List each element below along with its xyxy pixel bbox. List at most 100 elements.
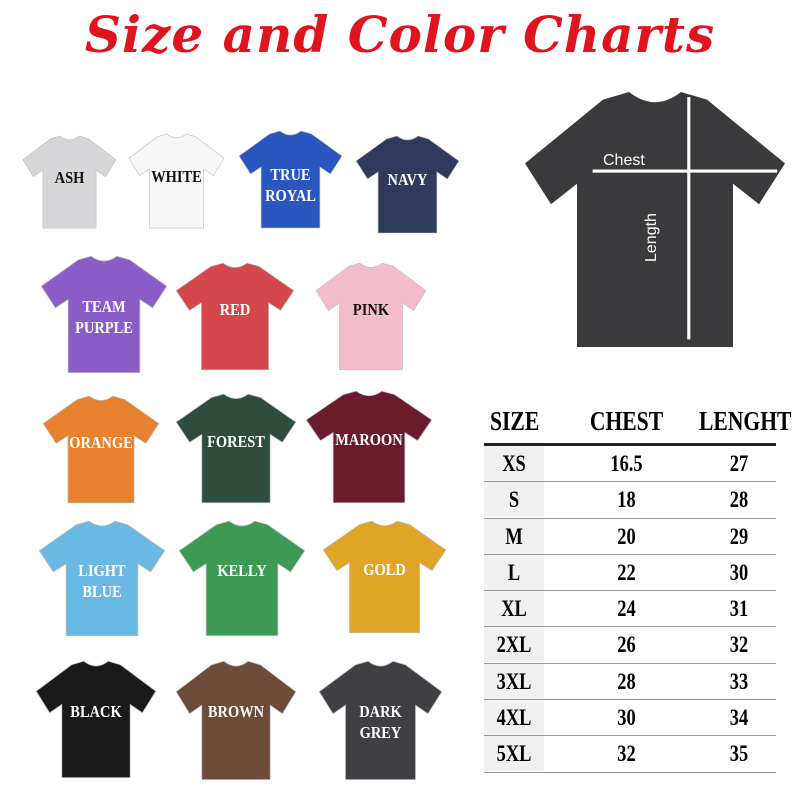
tshirt-icon (35, 660, 157, 778)
size-cell: 5XL (484, 736, 544, 772)
length-cell: 33 (729, 668, 749, 694)
color-label: TEAM PURPLE (75, 296, 133, 337)
tshirt-icon (40, 255, 168, 373)
length-cell: 35 (729, 741, 749, 767)
length-cell: 30 (729, 559, 749, 585)
length-cell: 32 (729, 632, 749, 658)
color-label: BLACK (70, 701, 122, 721)
color-swatch: WHITE (128, 133, 225, 230)
size-table-header: SIZE CHEST LENGHT (484, 400, 792, 446)
color-label: PINK (352, 300, 390, 320)
tshirt-icon (38, 520, 166, 636)
size-value: 4XL (496, 705, 532, 731)
color-swatch: FOREST (175, 393, 297, 505)
chest-cell: 20 (617, 523, 636, 549)
color-label: DARK GREY (359, 702, 402, 743)
tshirt-diagram-icon (525, 92, 785, 347)
size-table: SIZE CHEST LENGHT XS 16.5 27 S 18 28 M 20 29 L 22 3… (484, 400, 792, 773)
color-swatch: DARK GREY (318, 660, 443, 782)
color-swatch: RED (175, 262, 295, 372)
size-cell: XL (484, 591, 544, 627)
header-length: LENGHT (699, 406, 792, 436)
size-cell: 4XL (484, 700, 544, 736)
length-cell: 29 (729, 523, 749, 549)
color-label: FOREST (207, 432, 265, 452)
chest-cell: 28 (617, 668, 636, 694)
color-swatch: TRUE ROYAL (238, 130, 343, 230)
color-swatch: ORANGE (42, 395, 160, 505)
size-row: S 18 28 (484, 482, 776, 519)
color-swatch: ASH (22, 135, 117, 230)
color-label: RED (219, 300, 251, 320)
color-swatch: LIGHT BLUE (38, 520, 166, 638)
color-label: MAROON (335, 430, 403, 450)
tshirt-icon (42, 395, 160, 504)
measurement-diagram: Chest Length (525, 92, 785, 347)
length-cell: 28 (729, 487, 749, 513)
tshirt-icon (355, 135, 460, 234)
chest-cell: 32 (617, 741, 636, 767)
tshirt-icon (238, 130, 343, 229)
color-label: KELLY (217, 561, 267, 581)
chest-label: Chest (603, 152, 645, 169)
length-cell: 27 (729, 451, 749, 476)
size-value: XS (502, 451, 526, 476)
color-swatch: KELLY (178, 520, 306, 638)
size-value: 2XL (496, 632, 532, 658)
color-label: ASH (54, 168, 85, 188)
size-cell: L (484, 554, 544, 590)
size-row: XS 16.5 27 (484, 446, 776, 483)
color-label: NAVY (387, 170, 428, 189)
size-value: M (505, 523, 523, 549)
tshirt-icon (305, 390, 433, 504)
color-swatch: NAVY (355, 135, 460, 235)
color-swatch: BROWN (175, 660, 297, 782)
tshirt-icon (318, 660, 443, 780)
page-title: Size and Color Charts (84, 5, 716, 64)
color-label: ORANGE (69, 433, 133, 453)
size-value: L (507, 559, 521, 585)
size-row: 5XL 32 35 (484, 736, 776, 773)
size-row: M 20 29 (484, 518, 776, 555)
size-value: XL (501, 596, 527, 622)
color-swatch: GOLD (322, 520, 447, 635)
color-label: GOLD (363, 560, 406, 580)
color-swatch: MAROON (305, 390, 433, 505)
tshirt-icon (178, 520, 306, 636)
tshirt-icon (315, 262, 427, 371)
tshirt-icon (175, 660, 297, 780)
color-swatch: PINK (315, 262, 427, 372)
length-cell: 31 (729, 596, 749, 622)
header-size: SIZE (490, 406, 540, 436)
color-label: BROWN (207, 702, 265, 722)
size-cell: XS (484, 446, 544, 481)
chest-cell: 26 (617, 632, 636, 658)
size-row: XL 24 31 (484, 591, 776, 628)
header-chest: CHEST (589, 406, 664, 436)
size-cell: M (484, 518, 544, 554)
color-swatch: BLACK (35, 660, 157, 780)
size-cell: S (484, 482, 544, 518)
size-row: L 22 30 (484, 554, 776, 592)
chest-cell: 24 (617, 596, 636, 622)
chest-cell: 30 (617, 705, 636, 731)
size-row: 2XL 26 32 (484, 627, 776, 664)
tshirt-icon (175, 393, 297, 504)
tshirt-icon (322, 520, 447, 634)
size-cell: 2XL (484, 627, 544, 663)
tshirt-icon (22, 135, 117, 229)
color-label: WHITE (151, 166, 202, 186)
size-cell: 3XL (484, 663, 544, 699)
size-value: 3XL (496, 668, 532, 694)
size-row: 4XL 30 34 (484, 700, 776, 737)
chest-cell: 16.5 (610, 451, 643, 476)
length-label: Length (643, 213, 660, 262)
tshirt-icon (175, 262, 295, 371)
tshirt-icon (128, 133, 225, 229)
size-value: 5XL (496, 741, 532, 767)
size-value: S (508, 487, 520, 513)
color-swatch: TEAM PURPLE (40, 255, 168, 375)
length-cell: 34 (729, 705, 749, 731)
size-row: 3XL 28 33 (484, 663, 776, 701)
